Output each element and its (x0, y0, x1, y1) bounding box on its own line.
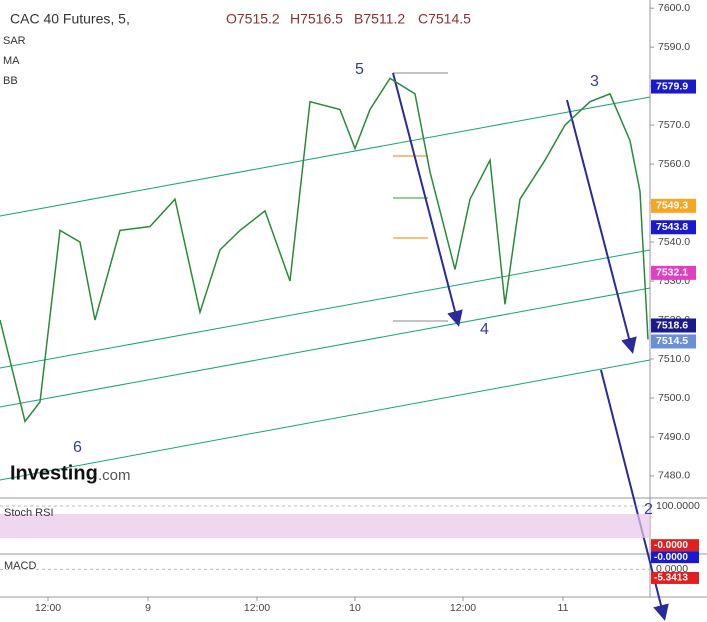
y-tick-label: 100.0000 (656, 500, 700, 512)
y-tick-label: 7570.0 (658, 119, 690, 131)
price-tag-label: 7518.6 (656, 319, 688, 331)
value-tag-label: -0.0000 (654, 552, 688, 563)
wave-label: 2 (644, 501, 653, 518)
price-tag-label: 7514.5 (656, 335, 688, 347)
value-tag (651, 571, 699, 584)
price-tag-label: 7549.3 (656, 200, 688, 212)
value-tag-label: -5.3413 (654, 573, 688, 584)
logo-suffix: .com (98, 467, 131, 484)
y-tick-label: 7540.0 (658, 236, 690, 248)
price-tag (651, 318, 696, 333)
indicator-label: SAR (3, 35, 26, 47)
price-tag-label: 7543.8 (656, 221, 688, 233)
wave-label: 5 (355, 61, 364, 78)
price-tag (651, 198, 696, 213)
indicator-label: BB (3, 75, 18, 87)
stoch-band (0, 514, 650, 538)
price-tag (651, 220, 696, 235)
y-tick-label: 7490.0 (658, 431, 690, 443)
x-tick-label: 11 (558, 602, 569, 614)
channel-line (0, 287, 651, 408)
pane-title: Stoch RSI (4, 507, 54, 519)
y-tick-label: 7600.0 (658, 2, 690, 14)
indicator-label: MA (3, 55, 20, 67)
channel-line (0, 359, 651, 481)
value-tag (651, 551, 699, 564)
price-line (0, 77, 649, 424)
x-tick-label: 10 (349, 602, 361, 614)
y-tick-label: 7500.0 (658, 392, 690, 404)
price-tag-label: 7579.9 (656, 80, 688, 92)
wave-label: 4 (480, 321, 489, 338)
y-tick-label: 7510.0 (658, 353, 690, 365)
price-tag (651, 334, 696, 349)
indicator-group: SAR MA BB (3, 35, 26, 87)
ohlc-label: H7516.5 (290, 11, 343, 27)
channel-line (0, 249, 651, 369)
y-tick-label: 7590.0 (658, 41, 690, 53)
chart-title: CAC 40 Futures, 5, (10, 11, 130, 27)
logo: Investing (10, 462, 98, 484)
pane-title: MACD (4, 560, 36, 572)
x-tick-label: 12:00 (450, 602, 476, 614)
price-tag-label: 7532.1 (656, 267, 688, 279)
ohlc-label: C7514.5 (418, 11, 471, 27)
x-tick-label: 12:00 (35, 602, 61, 614)
x-tick-label: 12:00 (244, 602, 270, 614)
ohlc-label: B7511.2 (354, 11, 405, 27)
value-tag-label: -0.0000 (654, 540, 688, 551)
ohlc-label: O7515.2 (226, 11, 280, 27)
x-tick-label: 9 (145, 602, 151, 614)
y-tick-label: 7480.0 (658, 470, 690, 482)
channel-line (0, 96, 651, 217)
ohlc-group: O7515.2 H7516.5 B7511.2 C7514.5 (226, 11, 471, 27)
channel-lines (0, 96, 651, 481)
price-tag (651, 265, 696, 280)
value-tag (651, 539, 699, 552)
arrow (566, 99, 637, 354)
arrow (392, 72, 463, 327)
wave-label: 6 (73, 439, 82, 456)
price-tag (651, 79, 696, 94)
wave-label: 3 (590, 73, 599, 90)
y-tick-label: 7560.0 (658, 158, 690, 170)
